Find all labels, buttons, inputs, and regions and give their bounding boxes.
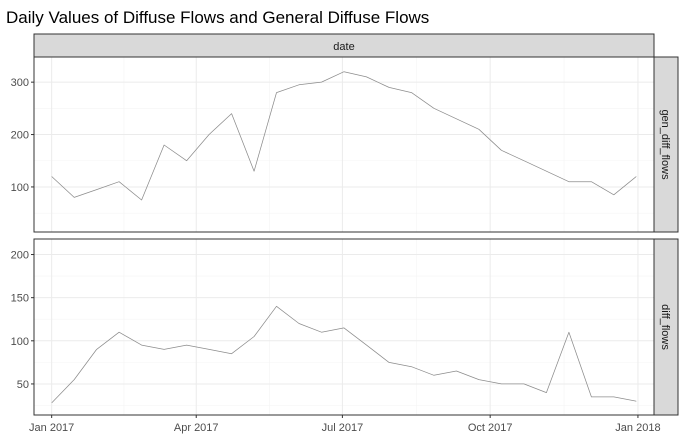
x-tick-label: Apr 2017 [174,422,219,434]
panel-diff-flows: 50 100 150 200 diff_flows [11,238,679,416]
y-tick-label: 300 [11,77,29,89]
chart-title: Daily Values of Diffuse Flows and Genera… [6,8,429,27]
panel-diff-flows-grid [34,239,654,415]
panel-gen-diff-flows-grid [34,57,654,232]
y-tick-label: 100 [11,182,29,194]
x-tick-label: Jan 2017 [29,422,74,434]
y-tick-label: 50 [17,379,29,391]
diff-flows-y-axis: 50 100 150 200 [11,250,34,391]
row-strip-gen-diff-flows-label: gen_diff_flows [659,109,671,180]
row-strip-diff-flows [653,238,679,416]
row-strip-gen-diff-flows [653,56,679,233]
x-tick-label: Oct 2017 [468,422,513,434]
gen-diff-flows-line [51,71,637,201]
y-tick-label: 100 [11,336,29,348]
x-tick-label: Jan 2018 [615,422,660,434]
column-strip-label: date [333,41,354,53]
panel-gen-diff-flows-border [33,56,655,233]
gen-diff-flows-y-axis: 100 200 300 [11,77,34,194]
x-axis: Jan 2017 Apr 2017 Jul 2017 Oct 2017 Jan 2018 [29,415,661,434]
row-strip-diff-flows-label: diff_flows [659,304,671,350]
y-tick-label: 200 [11,130,29,142]
panel-gen-diff-flows: 100 200 300 gen_diff_flows [11,56,679,233]
y-tick-label: 200 [11,250,29,262]
panel-diff-flows-border [33,238,655,416]
diff-flows-line [51,305,637,404]
y-tick-label: 150 [11,293,29,305]
x-tick-label: Jul 2017 [322,422,364,434]
